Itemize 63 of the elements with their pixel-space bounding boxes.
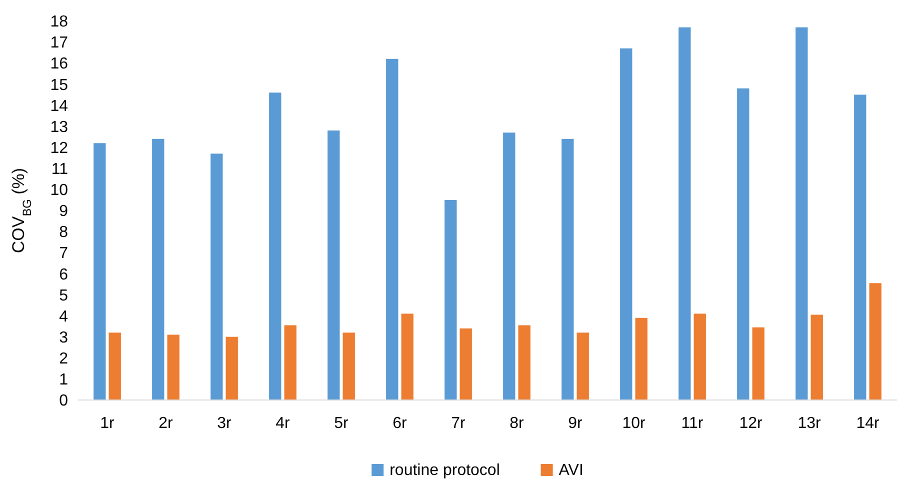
x-tick-label: 1r	[100, 415, 116, 432]
x-tick-label: 13r	[798, 415, 822, 432]
y-tick-label: 7	[59, 245, 68, 262]
y-tick-label: 9	[59, 203, 68, 220]
x-tick-label: 10r	[622, 415, 646, 432]
bar	[562, 138, 574, 400]
y-tick-label: 5	[59, 287, 68, 304]
bar	[444, 200, 457, 400]
bar	[752, 327, 764, 400]
bar	[576, 332, 589, 400]
x-tick-label: 6r	[392, 415, 408, 432]
bar	[869, 283, 882, 400]
x-tick-label: 7r	[451, 415, 466, 432]
y-tick-label: 10	[50, 182, 68, 200]
x-tick-label: 8r	[510, 415, 525, 432]
bar	[152, 138, 164, 400]
bar	[94, 143, 106, 400]
x-tick-label: 2r	[158, 415, 174, 432]
x-tick-label: 5r	[334, 415, 350, 432]
y-tick-label: 16	[50, 56, 68, 73]
bar	[401, 314, 414, 400]
bar	[854, 94, 866, 400]
bar	[342, 332, 355, 400]
y-tick-label: 0	[59, 392, 68, 410]
x-tick-label: 12r	[739, 415, 763, 432]
y-tick-label: 18	[50, 14, 68, 31]
bar	[460, 328, 472, 400]
bar	[328, 130, 340, 400]
x-tick-label: 9r	[568, 415, 584, 432]
bar	[694, 314, 706, 400]
bar	[167, 334, 180, 400]
x-tick-label: 4r	[276, 415, 291, 432]
bar	[210, 154, 223, 400]
bar	[635, 318, 648, 400]
y-tick-label: 6	[59, 266, 68, 284]
y-tick-label: 3	[59, 329, 68, 346]
y-tick-label: 17	[50, 34, 68, 52]
y-tick-label: 2	[59, 350, 68, 368]
bar	[386, 58, 398, 400]
bar	[796, 27, 808, 400]
y-tick-label: 12	[50, 140, 68, 157]
x-tick-label: 11r	[681, 415, 704, 432]
bar	[678, 27, 691, 400]
bar	[284, 325, 296, 400]
bar	[518, 325, 530, 400]
y-tick-label: 14	[50, 98, 68, 115]
bar	[503, 132, 516, 400]
y-tick-label: 8	[59, 224, 68, 242]
x-tick-label: 14r	[856, 415, 880, 432]
bar	[737, 88, 750, 400]
legend-label: AVI	[558, 462, 584, 479]
bar	[226, 336, 238, 400]
y-tick-label: 4	[59, 308, 68, 326]
y-tick-label: 13	[50, 118, 68, 136]
legend-label: routine protocol	[390, 462, 500, 479]
bar	[108, 332, 121, 400]
y-tick-label: 1	[59, 372, 68, 389]
y-tick-label: 15	[50, 76, 68, 94]
bar	[269, 92, 282, 400]
x-tick-label: 3r	[217, 415, 232, 432]
bar	[620, 48, 632, 400]
bar	[810, 314, 823, 400]
y-tick-label: 11	[51, 160, 68, 178]
